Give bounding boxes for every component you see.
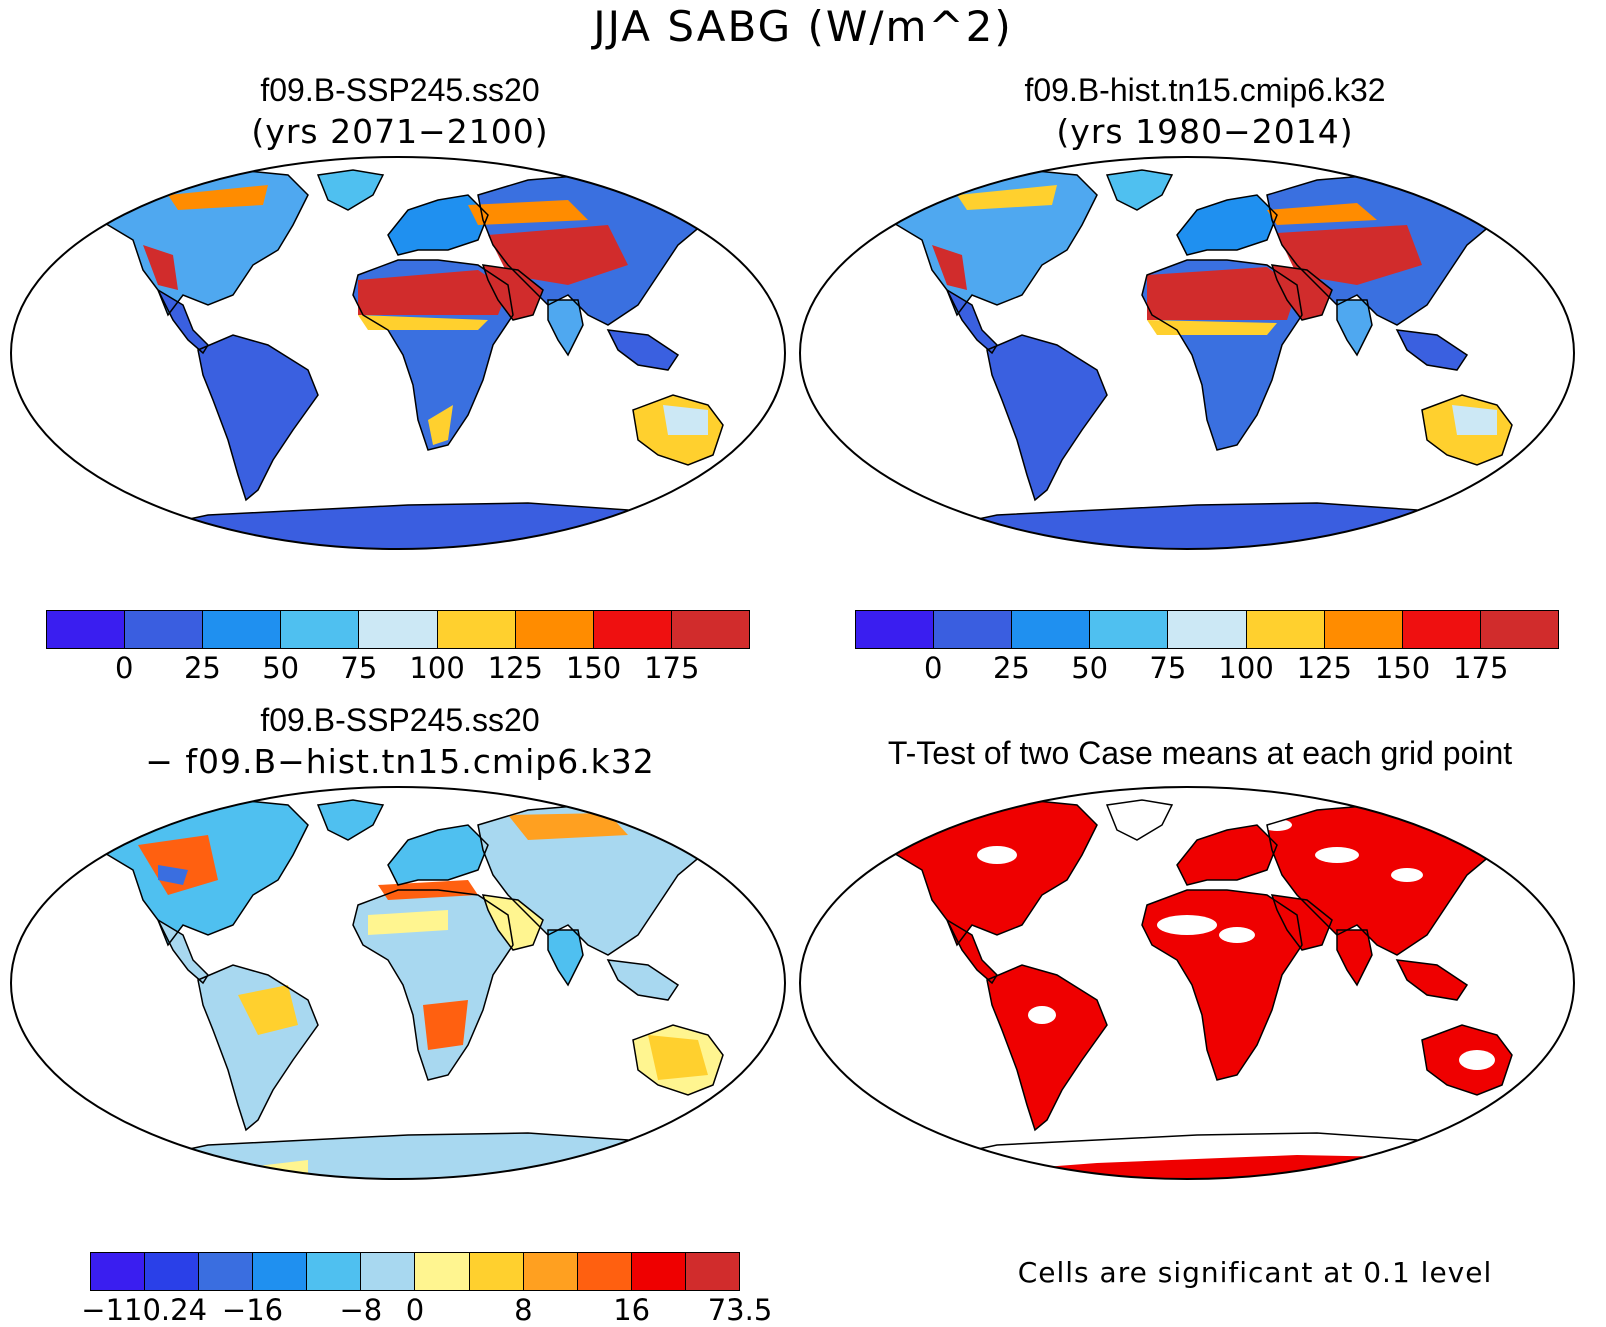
absolute-tick-label: 0 xyxy=(923,651,943,685)
absolute-swatch xyxy=(437,611,516,648)
difference-tick-label: 73.5 xyxy=(707,1293,773,1327)
panel2-subtitle: (yrs 1980−2014) xyxy=(1056,112,1354,151)
absolute-swatch xyxy=(671,611,749,648)
absolute-swatch xyxy=(125,611,204,648)
panel1-colorbar-ticks: 0 25 50 75 100 125 150 175 xyxy=(46,651,750,687)
difference-swatch xyxy=(199,1253,254,1290)
panel3-colorbar-ticks: −110.24 −16 −8 0 8 16 73.5 xyxy=(81,1293,772,1327)
absolute-swatch xyxy=(1324,611,1403,648)
absolute-swatch xyxy=(934,611,1013,648)
absolute-swatch xyxy=(1012,611,1091,648)
absolute-swatch xyxy=(47,611,126,648)
absolute-swatch xyxy=(515,611,594,648)
panel1-title: f09.B-SSP245.ss20 xyxy=(260,72,540,108)
difference-swatch xyxy=(307,1253,362,1290)
panel3-colorbar xyxy=(90,1252,740,1291)
absolute-swatch xyxy=(593,611,672,648)
difference-swatch xyxy=(145,1253,200,1290)
difference-swatch xyxy=(361,1253,416,1290)
difference-swatch xyxy=(523,1253,578,1290)
absolute-swatch xyxy=(203,611,282,648)
absolute-tick-label: 25 xyxy=(992,651,1030,685)
absolute-tick-label: 175 xyxy=(1453,651,1509,685)
difference-swatch xyxy=(253,1253,308,1290)
absolute-tick-label: 150 xyxy=(1374,651,1431,685)
absolute-swatch xyxy=(856,611,935,648)
absolute-tick-label: 150 xyxy=(565,651,622,685)
difference-tick-label: 0 xyxy=(405,1293,425,1327)
panel3-map xyxy=(10,786,786,1180)
difference-swatch xyxy=(415,1253,470,1290)
absolute-tick-label: 125 xyxy=(487,651,544,685)
absolute-tick-label: 125 xyxy=(1296,651,1353,685)
difference-swatch xyxy=(631,1253,686,1290)
absolute-tick-label: 75 xyxy=(340,651,378,685)
difference-swatch xyxy=(91,1253,146,1290)
panel1-map xyxy=(10,156,786,550)
absolute-swatch xyxy=(1246,611,1325,648)
difference-tick-label: 8 xyxy=(514,1293,533,1327)
absolute-swatch xyxy=(1480,611,1558,648)
panel4-map xyxy=(799,786,1575,1180)
absolute-tick-label: 175 xyxy=(644,651,700,685)
difference-swatch xyxy=(685,1253,739,1290)
difference-tick-label: −110.24 xyxy=(81,1293,208,1327)
absolute-tick-label: 50 xyxy=(262,651,300,685)
panel3-title: f09.B-SSP245.ss20 xyxy=(260,702,540,738)
absolute-swatch xyxy=(359,611,438,648)
panel1-colorbar xyxy=(46,610,750,649)
absolute-tick-label: 50 xyxy=(1071,651,1109,685)
absolute-tick-label: 0 xyxy=(114,651,134,685)
panel3-subtitle: − f09.B−hist.tn15.cmip6.k32 xyxy=(145,742,655,781)
difference-tick-label: −16 xyxy=(221,1293,284,1327)
difference-tick-label: 16 xyxy=(613,1293,651,1327)
difference-tick-label: −8 xyxy=(339,1293,383,1327)
absolute-tick-label: 100 xyxy=(409,651,465,685)
panel2-colorbar-ticks: 0 25 50 75 100 125 150 175 xyxy=(855,651,1559,687)
absolute-swatch xyxy=(1168,611,1247,648)
panel4-title: T-Test of two Case means at each grid po… xyxy=(887,735,1513,771)
absolute-tick-label: 25 xyxy=(183,651,221,685)
panel2-colorbar xyxy=(855,610,1559,649)
panel2-title: f09.B-hist.tn15.cmip6.k32 xyxy=(1024,72,1386,108)
significance-note: Cells are significant at 0.1 level xyxy=(1017,1256,1493,1289)
absolute-swatch xyxy=(281,611,360,648)
absolute-tick-label: 75 xyxy=(1149,651,1187,685)
absolute-tick-label: 100 xyxy=(1218,651,1274,685)
difference-swatch xyxy=(577,1253,632,1290)
panel2-map xyxy=(799,156,1575,550)
figure-title: JJA SABG (W/m^2) xyxy=(593,2,1013,51)
absolute-swatch xyxy=(1090,611,1169,648)
absolute-swatch xyxy=(1402,611,1481,648)
panel1-subtitle: (yrs 2071−2100) xyxy=(251,112,549,151)
difference-swatch xyxy=(469,1253,524,1290)
